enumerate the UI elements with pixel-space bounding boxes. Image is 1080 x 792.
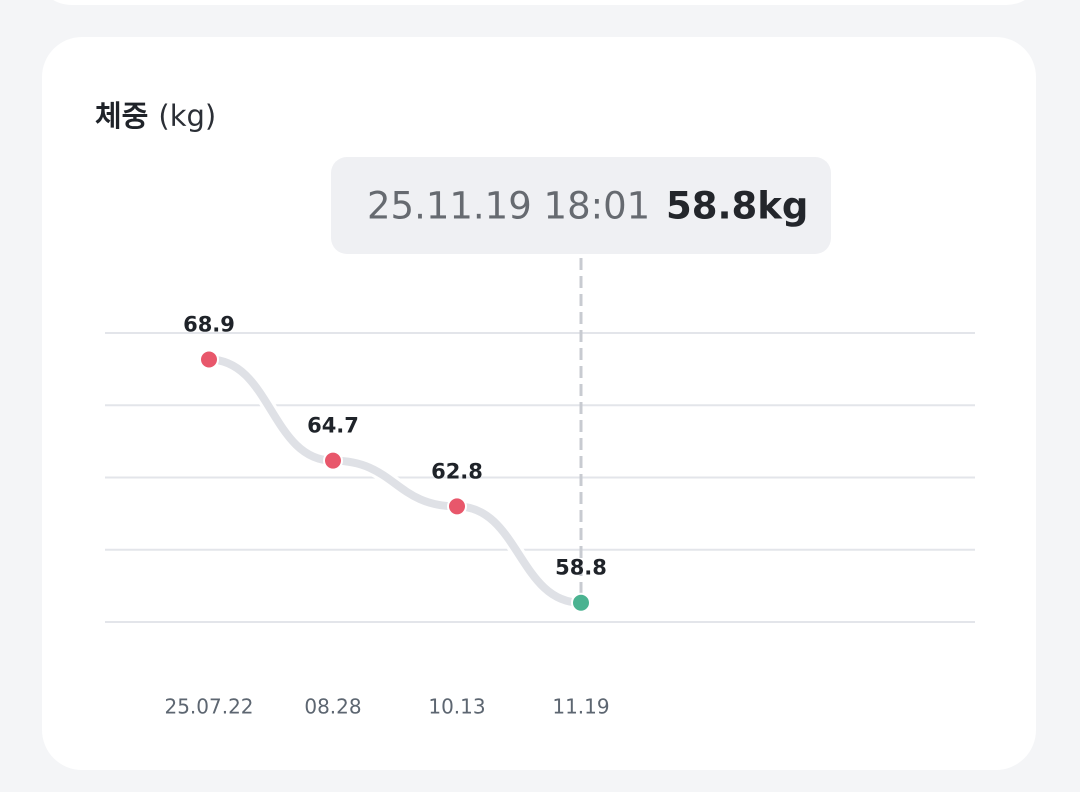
value-label: 58.8 [555, 556, 607, 580]
point [199, 349, 219, 370]
x-tick-label: 25.07.22 [164, 695, 253, 719]
point [571, 592, 591, 613]
previous-card [53, 0, 1025, 5]
tooltip-time: 25.11.19 18:01 [367, 185, 650, 228]
x-tick-label: 11.19 [552, 695, 609, 719]
title: 체중 [95, 99, 148, 133]
unit: (kg) [158, 99, 216, 133]
value-label: 62.8 [431, 459, 483, 483]
tooltip-value: 58.8kg [666, 185, 808, 228]
point [447, 496, 467, 517]
x-tick-label: 08.28 [304, 695, 361, 719]
x-tick-label: 10.13 [428, 695, 485, 719]
chart-card [42, 37, 1036, 770]
value-label: 68.9 [183, 312, 235, 336]
value-label: 64.7 [307, 414, 359, 438]
chart-title: 체중 (kg) [95, 99, 216, 133]
tooltip [331, 157, 831, 254]
plot: 25.07.22 08.28 10.13 11.19 68.9 64.7 62.8 58.8 [105, 258, 975, 719]
line [205, 355, 585, 607]
point [323, 450, 343, 471]
